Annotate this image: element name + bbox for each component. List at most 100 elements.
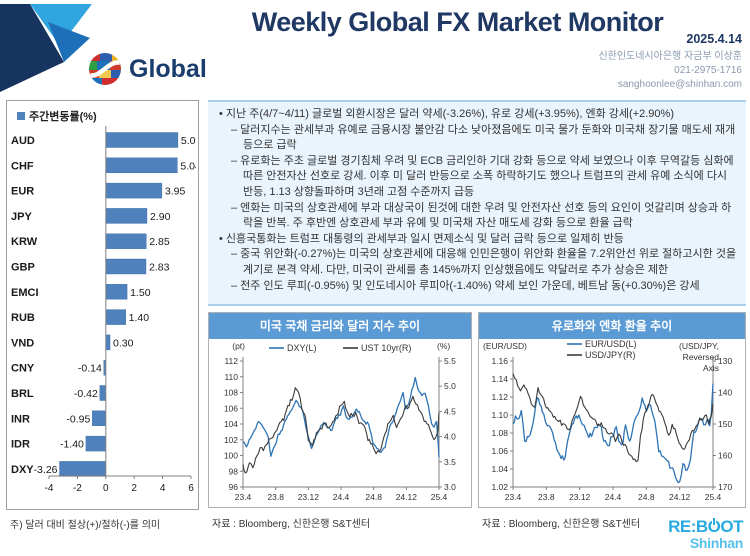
reboot-wordmark: RE:BOOT	[668, 517, 743, 536]
power-icon: O	[707, 517, 721, 536]
right-axis-tick: 150	[718, 419, 732, 429]
bar-x-tick: -2	[73, 483, 82, 494]
bar-x-tick: 2	[131, 483, 137, 494]
euro-yen-chart-panel: 유로화와 엔화 환율 추이 1.02 1.04 1.06 1.08 1.10 1.12 1.…	[478, 312, 746, 508]
bar-EUR	[105, 182, 163, 199]
legend-label: EUR/USD(L)	[585, 339, 637, 349]
bar-EMCI	[105, 284, 128, 300]
bar-x-tick: -4	[45, 483, 54, 494]
right-axis-tick: 3.0	[444, 482, 456, 492]
brand-name: Global	[129, 54, 207, 83]
bar-category-label: CHF	[11, 160, 34, 172]
left-axis-tick: 112	[224, 356, 238, 366]
bar-VND	[105, 334, 111, 351]
left-axis-tick: 100	[224, 451, 238, 461]
bar-value-label: 3.95	[165, 186, 186, 198]
bar-AUD	[105, 132, 179, 148]
contact-info: 신한인도네시아은행 자금부 이상훈 021-2975-1716 sanghoon…	[598, 50, 742, 92]
x-axis-tick: 23.4	[505, 492, 522, 502]
bar-value-label: -0.95	[66, 413, 90, 425]
chart-title-us-rates-dollar: 미국 국채 금리와 달러 지수 추이	[209, 313, 471, 339]
bar-category-label: EUR	[11, 186, 34, 198]
contact-email[interactable]: sanghoonlee@shinhan.com	[617, 79, 742, 90]
bar-value-label: -0.14	[78, 363, 102, 375]
right-axis-tick: 160	[718, 451, 732, 461]
bar-value-label: -1.40	[60, 439, 84, 451]
legend-label: USD/JPY(R)	[585, 350, 636, 360]
left-axis-tick: 1.04	[491, 464, 508, 474]
left-axis-tick: 1.08	[491, 428, 508, 438]
bar-category-label: CNY	[11, 363, 35, 375]
bar-value-label: 0.30	[113, 337, 134, 349]
shinhan-wordmark: Shinhan	[689, 534, 743, 551]
bar-category-label: JPY	[11, 211, 32, 223]
bar-INR	[92, 410, 106, 426]
left-axis-tick: 1.02	[491, 482, 508, 492]
x-axis-tick: 24.8	[638, 492, 655, 502]
left-axis-tick: 1.10	[491, 410, 508, 420]
commentary-line: – 엔화는 미국의 상호관세에 부과 대상국이 된것에 대한 우려 및 안전자산…	[231, 201, 732, 230]
right-axis-unit-label: (%)	[437, 341, 450, 351]
right-axis-tick: 130	[718, 356, 732, 366]
x-axis-tick: 25.4	[431, 492, 448, 502]
commentary-line: – 중국 위안화(-0.27%)는 미국의 상호관세에 대응해 인민은행이 위안…	[231, 248, 737, 277]
bar-value-label: 2.90	[150, 211, 171, 223]
bar-chart-legend-label: 주간변동률(%)	[29, 111, 97, 123]
right-axis-unit-label: Reversed	[683, 352, 720, 362]
corner-flag-decoration-icon	[0, 4, 92, 92]
right-axis-tick: 5.0	[444, 381, 456, 391]
bar-value-label: -0.42	[74, 388, 98, 400]
commentary-line: – 전주 인도 루피(-0.95%) 및 인도네시아 루피아(-1.40%) 약…	[231, 279, 700, 292]
series-DXY(L)	[242, 376, 440, 458]
x-axis-tick: 23.12	[569, 492, 591, 502]
bar-IDR	[85, 435, 106, 452]
chart-source-right: 자료 : Bloomberg, 신한은행 S&T센터	[482, 519, 641, 530]
brand: Global	[88, 52, 207, 86]
bar-GBP	[105, 258, 147, 275]
bar-category-label: INR	[11, 413, 30, 425]
right-axis-tick: 4.5	[444, 406, 456, 416]
chart-title-euro-yen: 유로화와 엔화 환율 추이	[479, 313, 745, 339]
chart-source-left: 자료 : Bloomberg, 신한은행 S&T센터	[212, 519, 371, 530]
commentary-line: • 신흥국통화는 트럼프 대통령의 관세부과 일시 면제소식 및 달러 급락 등…	[219, 232, 624, 245]
bar-x-tick: 0	[103, 483, 109, 494]
bar-KRW	[105, 233, 147, 249]
legend-label: DXY(L)	[287, 343, 317, 353]
bar-x-tick: 4	[160, 483, 166, 494]
right-axis-tick: 170	[718, 482, 732, 492]
bar-category-label: GBP	[11, 262, 35, 274]
bar-value-label: 5.08	[181, 135, 196, 147]
right-axis-tick: 3.5	[444, 457, 456, 467]
x-axis-tick: 24.8	[365, 492, 382, 502]
left-axis-tick: 1.06	[491, 446, 508, 456]
bar-category-label: AUD	[11, 135, 35, 147]
left-axis-tick: 1.14	[491, 374, 508, 384]
left-axis-tick: 102	[224, 435, 238, 445]
x-axis-tick: 24.12	[669, 492, 691, 502]
commentary-line: – 달러지수는 관세부과 유예로 금융시장 불안감 다소 낮아졌음에도 미국 물…	[231, 123, 736, 152]
right-axis-unit-label: (USD/JPY,	[679, 341, 719, 351]
left-axis-tick: 108	[224, 388, 238, 398]
right-axis-tick: 140	[718, 388, 732, 398]
contact-phone: 021-2975-1716	[674, 65, 742, 76]
x-axis-tick: 24.12	[396, 492, 418, 502]
left-axis-unit-label: (pt)	[232, 341, 245, 351]
bar-category-label: EMCI	[11, 287, 39, 299]
bar-value-label: 2.83	[149, 262, 170, 274]
bar-value-label: 5.04	[180, 160, 196, 172]
left-axis-tick: 96	[229, 482, 239, 492]
x-axis-tick: 24.4	[605, 492, 622, 502]
weekly-change-panel: 주간변동률(%) AUD 5.08 CHF 5.04 EUR 3.95 JPY 2.90 KRW…	[6, 100, 202, 510]
bar-category-label: DXY	[11, 464, 34, 476]
contact-name: 신한인도네시아은행 자금부 이상훈	[598, 51, 742, 62]
bar-chart-legend: 주간변동률(%)	[7, 101, 198, 124]
bar-chart-footnote: 주) 달러 대비 절상(+)/절하(-)를 의미	[10, 520, 161, 531]
x-axis-tick: 24.4	[333, 492, 350, 502]
left-axis-tick: 110	[224, 372, 238, 382]
commentary-line: • 지난 주(4/7~4/11) 글로벌 외환시장은 달러 약세(-3.26%)…	[219, 108, 674, 120]
right-axis-tick: 5.5	[444, 356, 456, 366]
bar-value-label: 1.50	[130, 287, 151, 299]
bar-category-label: KRW	[11, 236, 38, 248]
right-axis-unit-label: Axis	[703, 363, 719, 373]
